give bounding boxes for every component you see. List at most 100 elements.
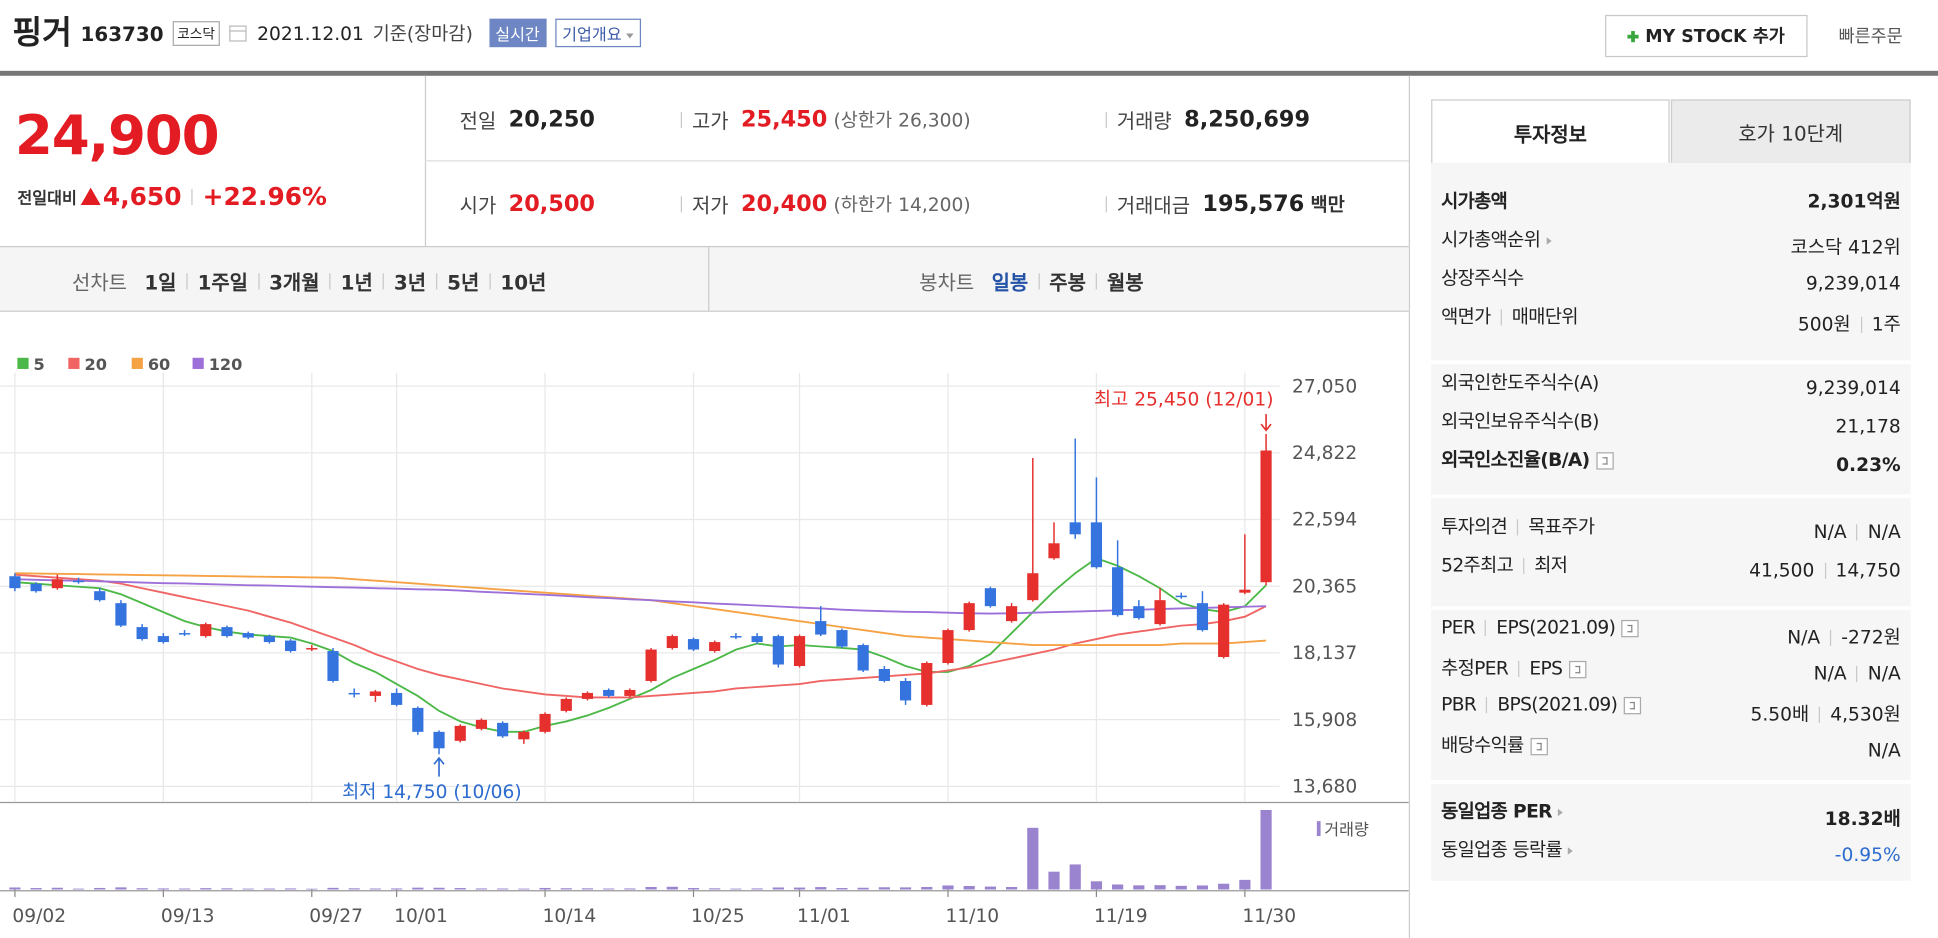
separator (435, 272, 438, 289)
separator (1856, 665, 1858, 683)
volume-bar (263, 888, 275, 890)
volume-bar (730, 888, 742, 890)
volume-bar (284, 888, 297, 890)
candle-body (9, 576, 21, 589)
volume-bar (921, 886, 933, 890)
separator (1486, 696, 1488, 714)
arrow-icon (1568, 846, 1574, 855)
current-price: 24,900 (14, 104, 220, 168)
header-rule (0, 70, 1938, 76)
section-divider (1431, 494, 1911, 499)
low-annotation: 최저 14,750 (10/06) (342, 782, 522, 803)
label-part: 외국인보유주식수(B) (1441, 409, 1599, 433)
candle-chart-tabs: 봉차트 일봉 주봉 월봉 (919, 266, 1143, 296)
separator (1824, 562, 1826, 579)
info-label: 외국인소진율(B/A) (1441, 446, 1614, 472)
label-part: 52주최고 (1441, 554, 1514, 577)
candle-body (984, 588, 996, 607)
summary-item: 저가 20,400 (하한가 14,200) (671, 189, 971, 219)
value-part: 21,178 (1835, 414, 1901, 438)
candle-body (433, 731, 445, 749)
separator (1518, 660, 1520, 678)
low-arrow (433, 756, 445, 777)
item-label: 시가 (459, 193, 497, 218)
label-part: 최저 (1534, 554, 1568, 577)
summary-item: 거래대금 195,576 백만 (1096, 189, 1345, 219)
label-part: PER (1441, 616, 1476, 639)
label-part: 추정PER (1441, 657, 1509, 680)
period-tab[interactable]: 1년 (340, 270, 373, 295)
separator (186, 272, 188, 289)
candle-body (857, 645, 869, 671)
candle-body (624, 689, 636, 696)
legend-label: 60 (148, 355, 170, 374)
candle-body (793, 636, 806, 667)
volume-bar (454, 888, 466, 890)
separator (1038, 272, 1040, 289)
candle-body (178, 633, 191, 635)
value-part: N/A (1867, 520, 1901, 543)
value-part: 1주 (1871, 313, 1901, 336)
period-tab[interactable]: 월봉 (1106, 270, 1144, 295)
value-part: 500원 (1797, 313, 1851, 336)
candle-body (539, 713, 551, 732)
period-tab[interactable]: 주봉 (1049, 270, 1086, 295)
separator (257, 272, 260, 289)
section-divider (1431, 780, 1911, 784)
candle-body (94, 591, 106, 601)
info-label: 외국인한도주식수(A) (1441, 369, 1599, 395)
candle-body (942, 630, 954, 664)
divider (1408, 75, 1411, 938)
item-value: 20,500 (508, 190, 595, 217)
separator (382, 272, 384, 289)
quick-order[interactable]: 빠른주문 (1838, 27, 1903, 48)
panel-tab[interactable]: 호가 10단계 (1670, 99, 1911, 164)
section-divider (1431, 360, 1911, 364)
item-unit: 백만 (1310, 193, 1345, 216)
overview-button[interactable]: 기업개요 (554, 18, 642, 48)
info-label: 투자의견 목표주가 (1441, 513, 1595, 539)
separator (489, 272, 491, 289)
header-left: 핑거 163730 코스닥 2021.12.01 기준(장마감) 실시간 기업개… (12, 7, 642, 53)
period-tab[interactable]: 3년 (393, 270, 426, 295)
item-label: 거래량 (1116, 109, 1172, 133)
candle-body (1112, 567, 1124, 616)
legend-swatch (131, 357, 143, 369)
volume-bar (624, 888, 636, 890)
separator (1819, 706, 1821, 724)
period-tab[interactable]: 5년 (447, 270, 480, 295)
separator (1523, 557, 1525, 574)
info-value: 0.23% (1836, 453, 1901, 475)
info-label: PER EPS(2021.09) (1441, 616, 1639, 639)
candle-body (391, 692, 403, 705)
candle-body (603, 689, 615, 696)
section-divider (1431, 606, 1911, 610)
price-chart: 27,050 24,822 22,594 20,365 18,137 15,908 13,6… (0, 355, 1409, 927)
candle-body (581, 692, 594, 699)
arrow-icon (1558, 808, 1564, 816)
change-row: 전일대비 4,650 +22.96% (17, 181, 327, 211)
x-tick-label: 10/25 (691, 906, 745, 927)
y-tick-label: 15,908 (1292, 710, 1357, 731)
x-tick-label: 11/10 (945, 906, 999, 927)
candle-body (1154, 600, 1166, 625)
value-part: N/A (1867, 662, 1901, 685)
period-tab[interactable]: 3개월 (269, 270, 320, 295)
panel-tab[interactable]: 투자정보 (1431, 99, 1670, 164)
candle-body (645, 649, 657, 681)
info-value: N/A -272원 (1787, 624, 1901, 650)
realtime-badge[interactable]: 실시간 (489, 18, 547, 48)
y-tick-label: 22,594 (1292, 510, 1357, 531)
high-annotation: 최고 25,450 (12/01) (1094, 389, 1274, 410)
my-stock-button[interactable]: MY STOCK 추가 (1605, 14, 1808, 58)
period-tab[interactable]: 1일 (144, 270, 177, 295)
period-tab[interactable]: 1주일 (197, 270, 248, 295)
period-tab[interactable]: 일봉 (991, 270, 1029, 295)
candle-body (560, 698, 572, 711)
volume-bar (1090, 881, 1103, 890)
item-note: (상한가 26,300) (833, 108, 971, 132)
legend-swatch (192, 357, 204, 369)
period-tab[interactable]: 10년 (500, 270, 547, 295)
tab-group-label: 봉차트 (919, 270, 975, 295)
candle-body (1133, 606, 1145, 619)
